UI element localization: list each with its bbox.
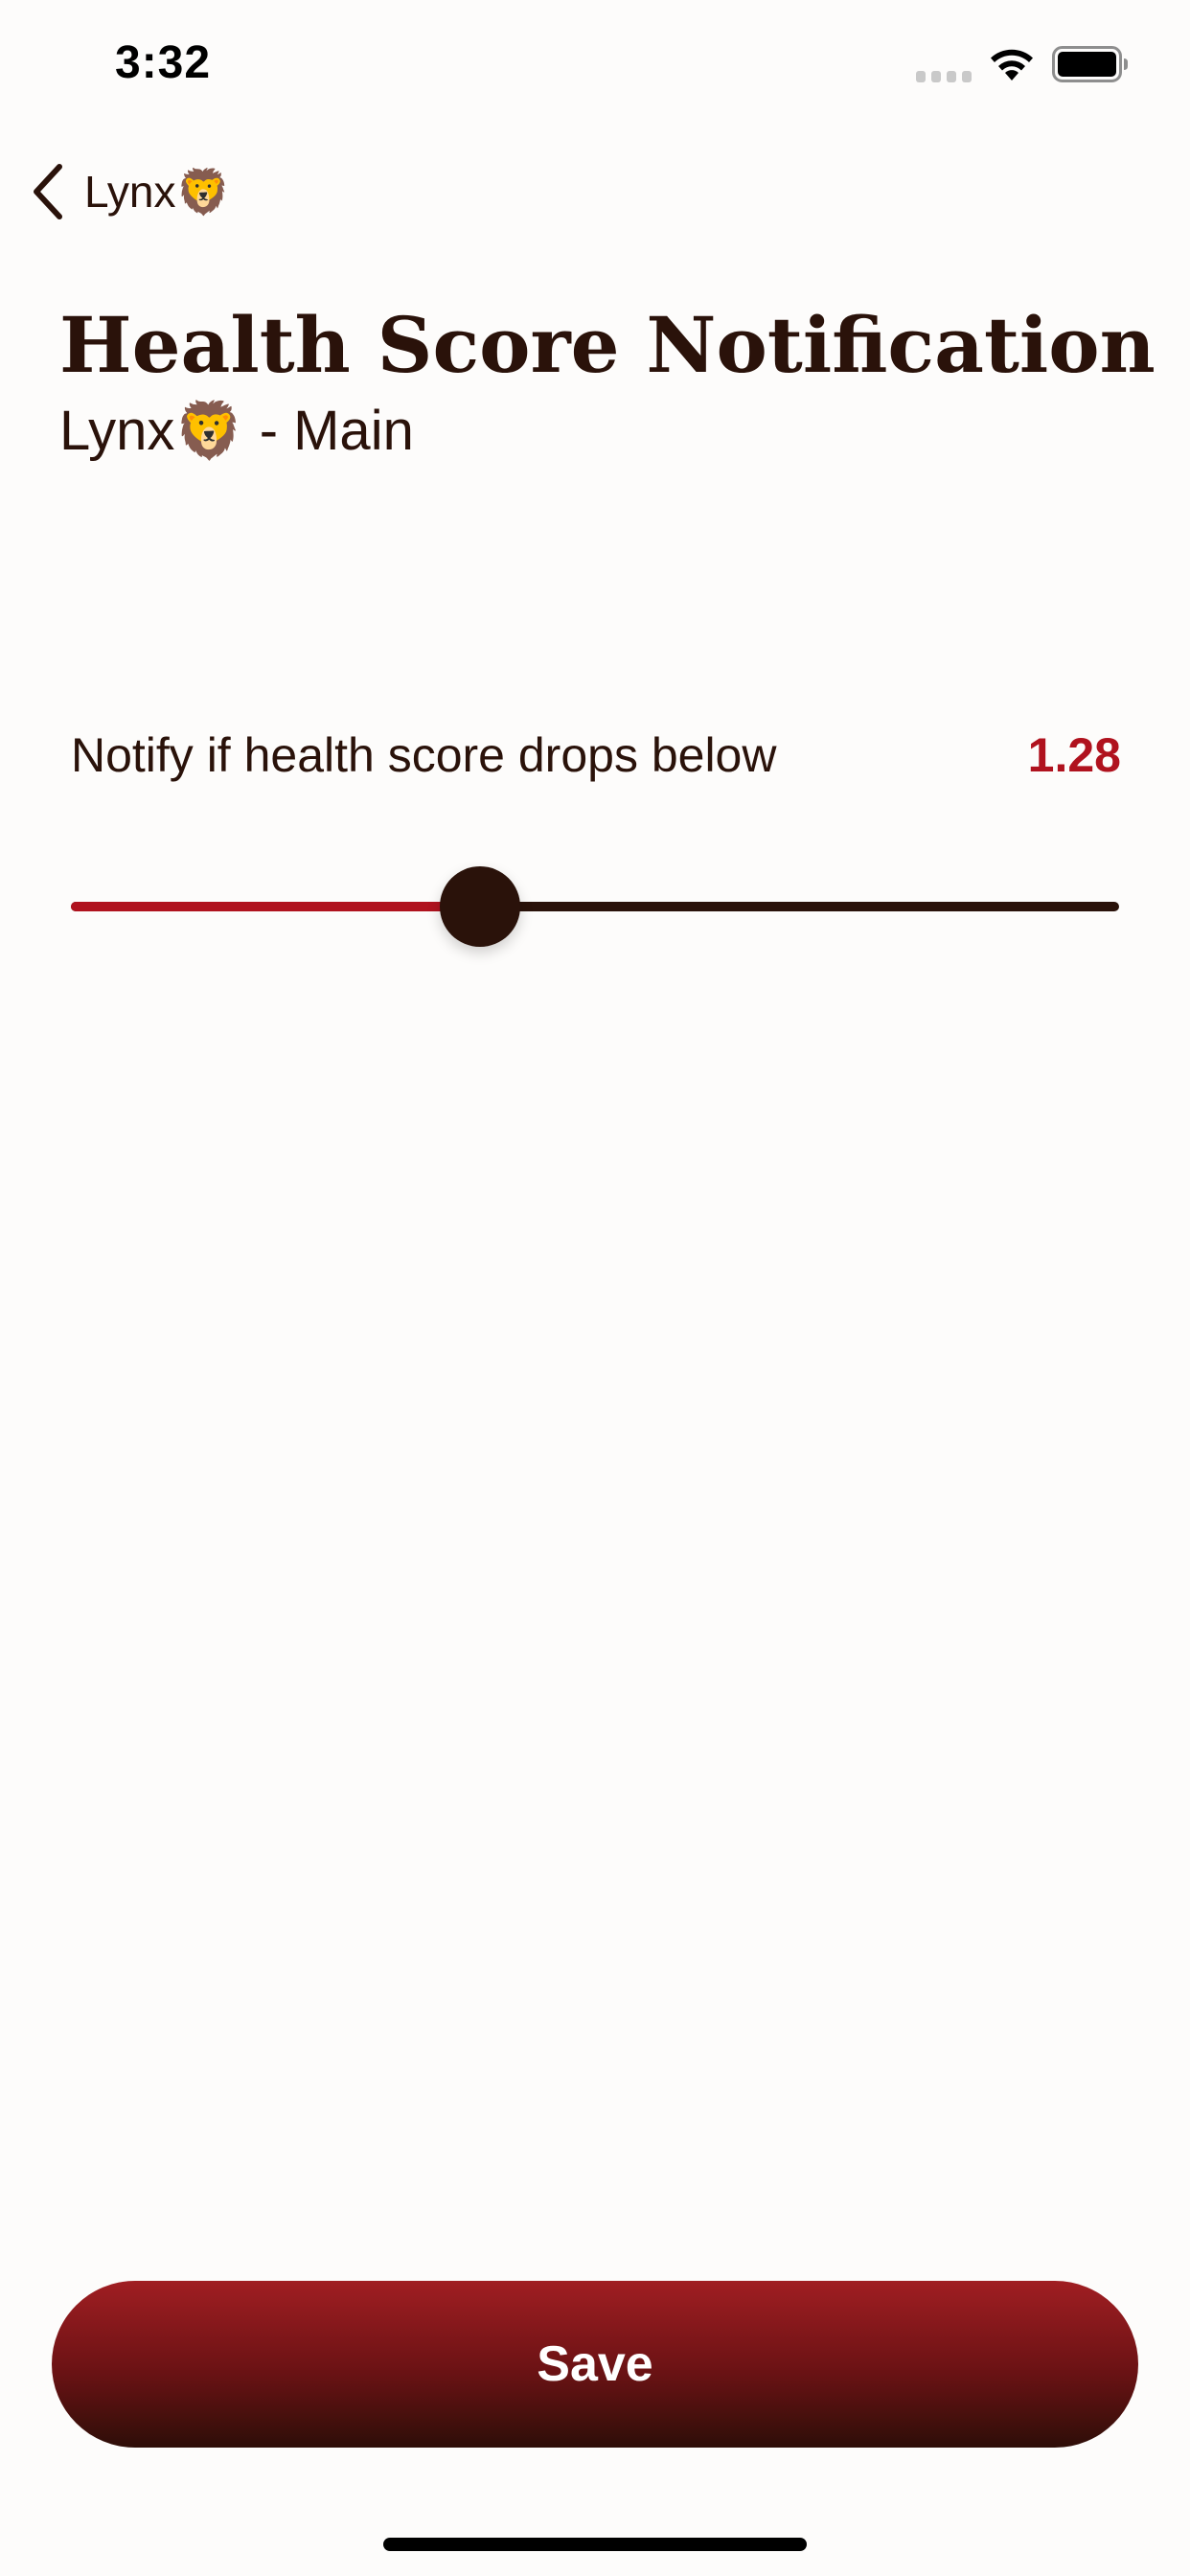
title-block: Health Score Notification Lynx🦁 - Main xyxy=(59,297,1156,466)
page-subtitle: Lynx🦁 - Main xyxy=(59,400,414,462)
slider-track[interactable] xyxy=(71,902,1119,911)
threshold-slider[interactable] xyxy=(71,859,1119,954)
threshold-setting-row: Notify if health score drops below 1.28 xyxy=(71,717,1121,794)
save-button[interactable]: Save xyxy=(52,2281,1138,2448)
status-bar: 3:32 xyxy=(0,0,1190,134)
back-button[interactable]: Lynx🦁 xyxy=(29,161,231,222)
slider-fill xyxy=(71,902,480,911)
status-time: 3:32 xyxy=(115,37,212,88)
navigation-bar: Lynx🦁 xyxy=(0,144,1190,240)
wifi-icon xyxy=(991,49,1033,80)
battery-icon xyxy=(1052,46,1128,82)
cellular-signal-icon xyxy=(916,71,972,82)
page-title: Health Score Notification xyxy=(59,300,1156,390)
threshold-label: Notify if health score drops below xyxy=(71,728,777,782)
threshold-value: 1.28 xyxy=(1027,728,1121,782)
slider-thumb[interactable] xyxy=(439,866,520,947)
chevron-left-icon xyxy=(34,164,62,219)
back-label: Lynx🦁 xyxy=(84,166,231,217)
home-indicator xyxy=(383,2538,807,2551)
